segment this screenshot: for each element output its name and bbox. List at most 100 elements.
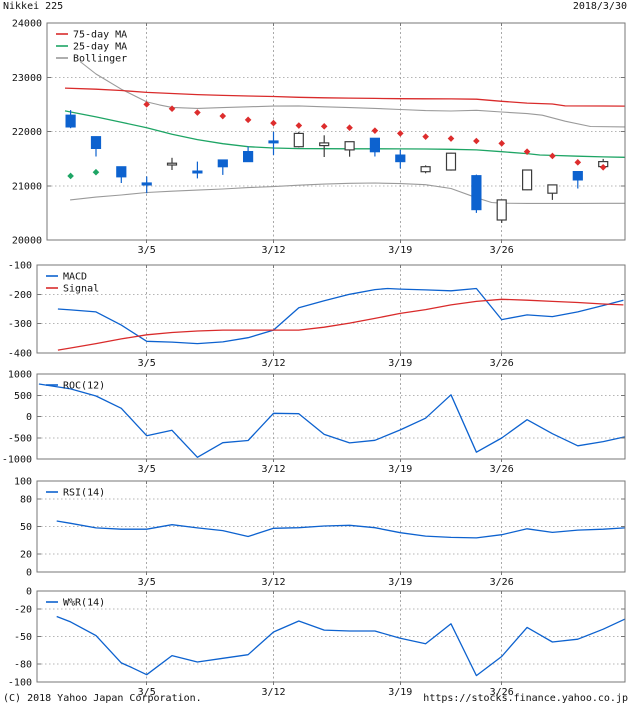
legend-label: MACD — [63, 272, 87, 283]
sar-dots-upper — [599, 164, 607, 171]
candle-body — [192, 170, 203, 174]
ma-25day — [64, 110, 626, 158]
candle — [547, 184, 558, 200]
candle — [90, 136, 102, 157]
candle — [420, 165, 431, 174]
candle-body — [141, 182, 152, 186]
x-tick-label: 3/26 — [490, 577, 514, 588]
y-tick-label: -100 — [8, 261, 32, 272]
legend-label: Signal — [63, 284, 99, 295]
candle-body — [395, 154, 406, 163]
x-tick-label: 3/5 — [138, 245, 156, 256]
candle-body — [521, 169, 533, 191]
panel-price: 24000 23000 22000 21000 20000 3/5 3/12 3/19 3/26… — [12, 19, 626, 256]
signal-line — [57, 298, 624, 351]
y-tick-label: 0 — [26, 412, 32, 423]
candle-body — [268, 140, 279, 144]
y-tick-label: 20000 — [12, 236, 42, 247]
sar-dots-upper — [320, 123, 328, 130]
y-tick-label: -50 — [14, 632, 32, 643]
candle — [471, 174, 482, 213]
bollinger-upper — [79, 61, 626, 128]
x-tick-label: 3/19 — [388, 577, 412, 588]
legend-label: Bollinger — [73, 54, 127, 65]
copyright-text: (C) 2018 Yahoo Japan Corporation. — [3, 693, 202, 704]
y-tick-label: 22000 — [12, 127, 42, 138]
candle-body — [65, 114, 76, 128]
sar-dots-upper — [574, 159, 582, 166]
panel-wpr: 0 -20 -50 -80 -100 3/5 3/12 3/19 3/26 W%R(14) — [8, 587, 626, 698]
candle-body — [293, 132, 304, 148]
candle — [192, 161, 203, 179]
candle — [65, 110, 76, 129]
y-tick-label: 500 — [14, 391, 32, 402]
candle-body — [116, 166, 127, 178]
legend-label: W%R(14) — [63, 598, 105, 609]
sar-dots-upper — [143, 101, 150, 108]
ma-75day — [64, 87, 626, 107]
sar-dots-upper — [447, 135, 455, 142]
candle — [319, 135, 330, 157]
sar-dots-upper — [168, 105, 176, 113]
panel-border — [36, 264, 626, 354]
candle — [395, 149, 406, 169]
candle-body — [344, 141, 355, 151]
candle-body — [445, 152, 457, 171]
x-tick-label: 3/5 — [138, 687, 156, 698]
y-tick-label: 1000 — [8, 370, 32, 381]
candle-body — [420, 166, 431, 173]
x-tick-label: 3/19 — [388, 464, 412, 475]
x-tick-label: 3/19 — [388, 687, 412, 698]
sar-dots-lower — [67, 172, 74, 180]
candle — [344, 141, 355, 157]
sar-dots-upper — [244, 116, 252, 124]
sar-dots-upper — [346, 124, 353, 132]
candle — [166, 157, 178, 170]
candle-body — [572, 171, 583, 181]
chart-date: 2018/3/30 — [572, 1, 627, 12]
candle-body — [90, 136, 102, 149]
y-tick-label: -300 — [8, 319, 32, 330]
y-tick-label: 0 — [26, 568, 32, 579]
candle — [572, 171, 583, 189]
legend-label: 75-day MA — [73, 30, 127, 41]
candle — [445, 152, 457, 171]
x-tick-label: 3/12 — [261, 577, 285, 588]
y-tick-label: 50 — [20, 522, 32, 533]
x-tick-label: 3/12 — [261, 358, 285, 369]
y-tick-label: 80 — [20, 495, 32, 506]
legend-label: 25-day MA — [73, 42, 127, 53]
x-tick-label: 3/19 — [388, 358, 412, 369]
x-tick-label: 3/5 — [138, 464, 156, 475]
x-tick-label: 3/26 — [490, 464, 514, 475]
sar-dots-upper — [523, 148, 531, 155]
chart-title: Nikkei 225 — [3, 1, 64, 12]
y-tick-label: 20 — [20, 549, 32, 560]
candle — [141, 176, 152, 194]
x-tick-label: 3/5 — [138, 358, 156, 369]
candle-body — [319, 142, 330, 147]
x-tick-label: 3/5 — [138, 577, 156, 588]
y-tick-label: -80 — [14, 659, 32, 670]
x-tick-label: 3/12 — [261, 687, 285, 698]
sar-dots-upper — [473, 137, 480, 145]
sar-dots-upper — [498, 140, 506, 147]
y-tick-label: 100 — [14, 477, 32, 488]
x-tick-label: 3/12 — [261, 464, 285, 475]
candle — [243, 146, 254, 163]
candle — [116, 166, 127, 183]
sar-dots-upper — [549, 152, 556, 160]
candle — [521, 169, 533, 191]
legend-label: ROC(12) — [63, 381, 105, 392]
candle — [369, 137, 380, 157]
x-tick-label: 3/26 — [490, 687, 514, 698]
sar-dots-upper — [422, 133, 429, 140]
candle — [293, 131, 304, 148]
candle-body — [217, 159, 228, 168]
candle — [217, 159, 228, 175]
wpr-line — [56, 615, 625, 677]
bollinger-lower — [70, 182, 625, 204]
y-tick-label: 23000 — [12, 73, 42, 84]
